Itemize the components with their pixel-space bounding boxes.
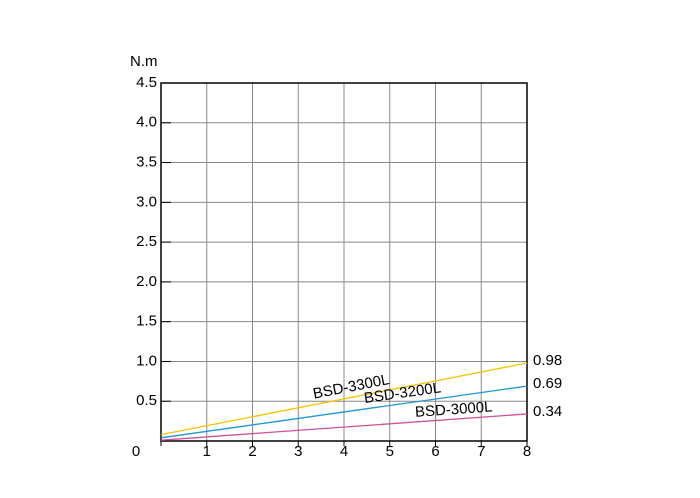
y-tick-label: 2.0 bbox=[136, 273, 157, 290]
y-tick-label: 3.5 bbox=[136, 154, 157, 171]
x-tick-label: 8 bbox=[523, 443, 531, 460]
y-tick-label: 4.5 bbox=[136, 74, 157, 91]
x-tick-label: 3 bbox=[294, 443, 302, 460]
x-tick-label: 0 bbox=[132, 443, 140, 460]
x-tick-label: 4 bbox=[340, 443, 348, 460]
series-line bbox=[160, 385, 528, 439]
y-tick-label: 0.5 bbox=[136, 392, 157, 409]
x-tick-label: 5 bbox=[386, 443, 394, 460]
x-tick-label: 6 bbox=[431, 443, 439, 460]
y-tick-label: 3.0 bbox=[136, 193, 157, 210]
plot-frame bbox=[160, 82, 528, 442]
end-value-label: 0.34 bbox=[533, 403, 562, 420]
x-tick-label: 2 bbox=[248, 443, 256, 460]
end-value-label: 0.69 bbox=[533, 375, 562, 392]
y-tick-label: 4.0 bbox=[136, 114, 157, 131]
y-tick-label: 1.5 bbox=[136, 313, 157, 330]
y-tick-label: 2.5 bbox=[136, 233, 157, 250]
y-axis-label: N.m bbox=[130, 53, 158, 70]
series-line bbox=[160, 413, 528, 441]
end-value-label: 0.98 bbox=[533, 352, 562, 369]
series-label: BSD-3000L bbox=[414, 398, 493, 421]
y-tick-label: 1.0 bbox=[136, 352, 157, 369]
x-tick-label: 1 bbox=[203, 443, 211, 460]
series-line bbox=[160, 362, 528, 436]
x-tick-label: 7 bbox=[477, 443, 485, 460]
